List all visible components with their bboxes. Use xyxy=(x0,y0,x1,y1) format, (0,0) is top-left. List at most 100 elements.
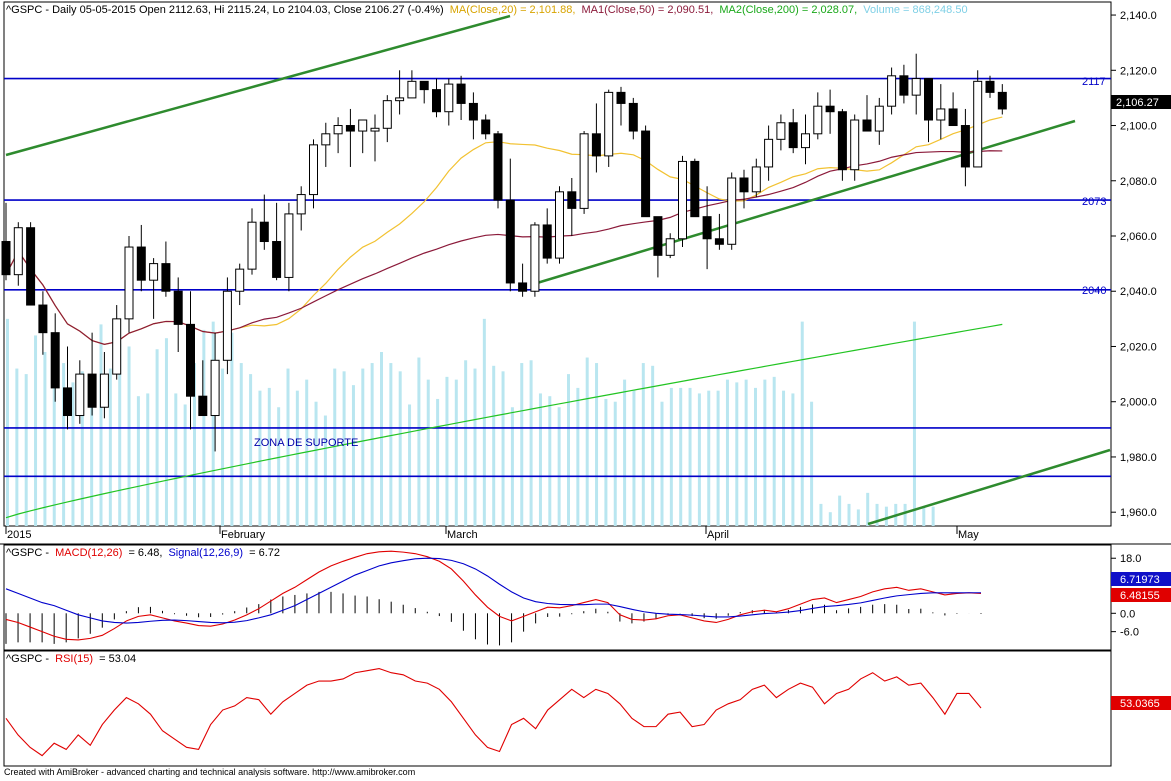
price-y-tick-label: 2,060.0 xyxy=(1120,231,1157,243)
volume-bar xyxy=(828,512,832,526)
volume-bar xyxy=(754,387,757,526)
candle-up xyxy=(309,144,318,196)
volume-bar xyxy=(875,503,879,526)
volume-bar xyxy=(445,376,449,526)
candle-up xyxy=(247,221,257,270)
candle-up xyxy=(751,166,761,193)
candle-down xyxy=(739,177,749,193)
volume-bar xyxy=(613,401,617,526)
volume-bar xyxy=(697,393,701,526)
volume-bar xyxy=(408,404,412,526)
candle-down xyxy=(714,238,724,245)
volume-bars xyxy=(6,318,935,526)
volume-bar xyxy=(819,503,823,526)
rsi-line xyxy=(5,668,982,757)
volume-bar xyxy=(744,379,748,526)
volume-bar xyxy=(912,321,916,526)
candle-down xyxy=(505,199,515,284)
volume-bar xyxy=(501,371,505,526)
candle-down xyxy=(542,224,552,259)
volume-bar xyxy=(136,396,140,526)
candle-up xyxy=(13,227,23,276)
candle-down xyxy=(259,221,269,243)
candle-up xyxy=(727,177,737,245)
volume-bar xyxy=(576,387,580,526)
volume-bar xyxy=(108,368,112,526)
candle-up xyxy=(911,78,921,96)
price-y-tick-label: 2,020.0 xyxy=(1120,341,1157,353)
volume-bar xyxy=(595,363,599,526)
candle-down xyxy=(173,290,183,325)
candle-up xyxy=(776,122,786,140)
price-y-tick-label: 1,980.0 xyxy=(1120,452,1157,464)
volume-bar xyxy=(221,368,225,526)
volume-bar xyxy=(183,404,187,526)
candle-up xyxy=(530,224,540,292)
rsi-pane-frame xyxy=(3,650,1112,767)
volume-bar xyxy=(258,390,262,526)
volume-bar xyxy=(34,335,38,526)
macd-y-tick-label: 18.0 xyxy=(1120,553,1141,565)
macd-line xyxy=(5,550,982,641)
signal-value-label: 6.71973 xyxy=(1120,574,1160,586)
rsi-polyline xyxy=(5,668,982,757)
volume-bar xyxy=(6,318,9,526)
moving-averages xyxy=(5,116,1003,519)
macd-histogram xyxy=(5,591,982,646)
candle-up xyxy=(75,373,85,417)
ma50-legend: MA1(Close,50) = 2,090.51, xyxy=(581,4,713,16)
macd-y-tick-label: -6.0 xyxy=(1120,627,1139,639)
volume-bar xyxy=(118,343,122,526)
rsi-value-label: 53.0365 xyxy=(1120,698,1160,710)
volume-bar xyxy=(15,368,19,526)
volume-bar xyxy=(239,363,243,526)
candle-down xyxy=(997,91,1007,110)
volume-bar xyxy=(735,382,739,526)
price-y-tick-label: 2,120.0 xyxy=(1120,65,1157,77)
volume-bar xyxy=(660,401,664,526)
volume-bar xyxy=(632,390,636,526)
volume-bar xyxy=(193,363,196,526)
volume-bar xyxy=(800,321,804,526)
volume-bar xyxy=(604,398,608,526)
volume-legend: Volume = 868,248.50 xyxy=(863,4,967,16)
macd-title-name: MACD(12,26) xyxy=(55,547,122,559)
candle-down xyxy=(26,227,36,306)
volume-bar xyxy=(903,503,907,526)
price-header-prefix: ^GSPC - Daily 05-05-2015 Open 2112.63, H… xyxy=(6,4,444,16)
candle-up xyxy=(887,75,897,107)
volume-bar xyxy=(922,506,926,526)
price-y-tick-label: 2,140.0 xyxy=(1120,10,1157,22)
candle-up xyxy=(407,80,417,99)
candle-up xyxy=(358,119,368,132)
month-label-may: May xyxy=(958,529,979,541)
volume-bar xyxy=(323,415,327,526)
candle-up xyxy=(124,246,134,320)
candle-down xyxy=(702,216,712,240)
rsi-title-symbol: ^GSPC - xyxy=(6,653,49,665)
macd-pane-frame xyxy=(3,544,1112,651)
volume-bar xyxy=(884,506,888,526)
macd-value-label: 6.48155 xyxy=(1120,590,1160,602)
candle-up xyxy=(112,318,122,375)
rsi-title-name: RSI(15) xyxy=(55,653,93,665)
volume-bar xyxy=(716,390,720,526)
volume-bar xyxy=(567,374,570,526)
volume-bar xyxy=(688,387,692,526)
rsi-value-tag xyxy=(1111,696,1171,710)
volume-bar xyxy=(174,393,178,526)
candle-up xyxy=(333,125,343,135)
candle-down xyxy=(87,373,97,408)
volume-bar xyxy=(249,374,253,526)
upper-channel-trendline xyxy=(5,14,511,157)
candle-up xyxy=(555,191,564,259)
candle-up xyxy=(665,238,675,256)
volume-bar xyxy=(623,379,627,526)
candle-down xyxy=(38,304,48,334)
support-zone-annotation: ZONA DE SUPORTE xyxy=(254,437,358,449)
candle-up xyxy=(444,83,454,113)
volume-bar xyxy=(351,385,355,526)
volume-bar xyxy=(80,371,84,526)
candle-down xyxy=(567,191,577,209)
